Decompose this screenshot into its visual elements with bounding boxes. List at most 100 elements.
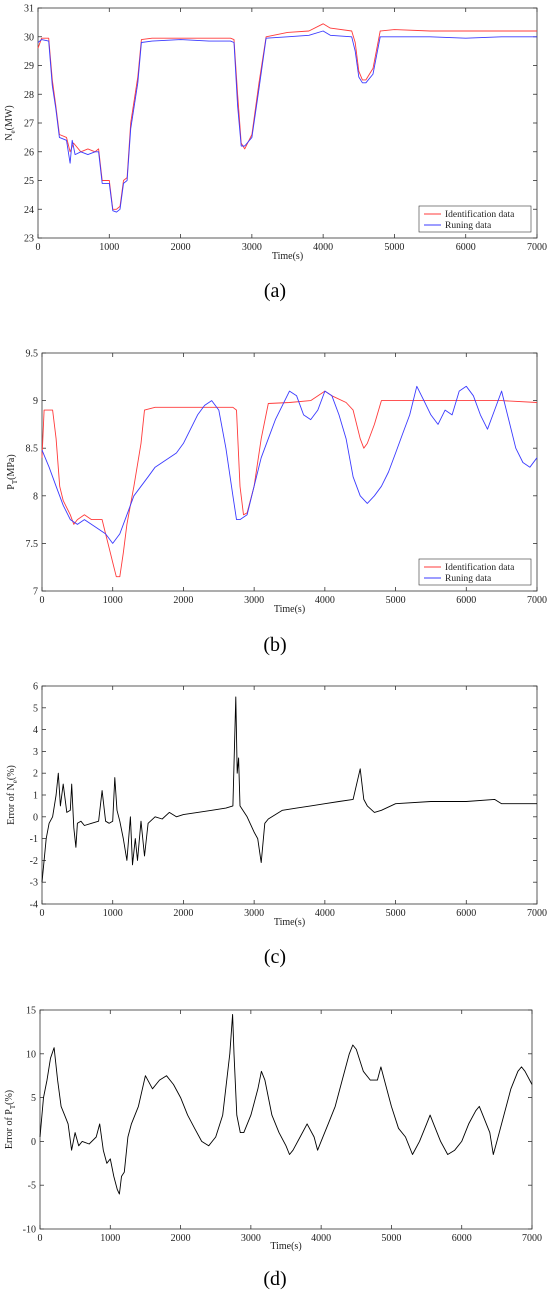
legend-label: Runing data — [445, 574, 492, 584]
plot-area — [37, 7, 538, 239]
y-tick-label: 8.5 — [26, 444, 39, 455]
panel-a: 0 1000 2000 3000 4000 5000 6000 7000 23 24 25 26 27 2… — [0, 0, 550, 310]
chart-b: 0 1000 2000 3000 4000 5000 6000 7000 7 7.5 8 8.5 9 9.… — [6, 349, 547, 616]
y-axis-label-sub: e — [11, 780, 19, 783]
y-tick-label: 5 — [33, 703, 38, 714]
legend-box — [418, 558, 532, 586]
y-tick-label: 0 — [31, 1137, 36, 1148]
y-axis-label-main: Error of N — [6, 783, 17, 825]
y-tick-label: 6 — [33, 682, 38, 693]
y-axis-label: Ne(MW) — [4, 105, 17, 140]
y-axis-label-unit: (MPa) — [6, 454, 17, 480]
y-tick-label: 10 — [26, 1049, 36, 1060]
x-axis-label: Time(s) — [270, 1241, 301, 1252]
plot-area — [39, 1009, 533, 1230]
y-axis-label-sub: e — [9, 130, 17, 133]
y-tick-label: -3 — [30, 878, 38, 889]
legend-label: Identification data — [445, 209, 515, 220]
x-tick-label: 7000 — [527, 595, 547, 606]
x-tick-label: 7000 — [522, 1233, 542, 1244]
x-tick-label: 5000 — [381, 1233, 401, 1244]
y-tick-label: 4 — [33, 725, 38, 736]
x-tick-label: 1000 — [103, 595, 123, 606]
x-tick-label: 6000 — [456, 595, 476, 606]
panel-b: 0 1000 2000 3000 4000 5000 6000 7000 7 7.5 8 8.5 9 9.… — [0, 340, 550, 660]
x-tick-label: 0 — [36, 242, 41, 253]
y-tick-label: 28 — [24, 90, 34, 101]
x-tick-label: 4000 — [315, 595, 335, 606]
series-line-1 — [41, 390, 538, 578]
series-line-1 — [39, 1013, 533, 1195]
legend-label: Runing data — [445, 221, 492, 231]
x-tick-label: 6000 — [452, 1233, 472, 1244]
x-axis-label: Time(s) — [274, 604, 305, 615]
x-tick-label: 1000 — [99, 242, 119, 253]
y-tick-label: -10 — [23, 1225, 36, 1236]
y-tick-label: 30 — [24, 32, 34, 43]
y-tick-label: 7.5 — [26, 539, 39, 550]
y-tick-label: 1 — [33, 791, 38, 802]
y-tick-label: 9 — [33, 396, 38, 407]
x-tick-label: 3000 — [244, 908, 264, 919]
y-axis-label-main: N — [4, 133, 15, 140]
y-tick-label: 23 — [24, 234, 34, 245]
y-tick-label: 8 — [33, 491, 38, 502]
x-tick-label: 0 — [38, 1233, 43, 1244]
x-tick-label: 0 — [40, 595, 45, 606]
y-tick-label: -4 — [30, 900, 38, 911]
x-tick-label: 7000 — [527, 242, 547, 253]
x-axis-label: Time(s) — [272, 251, 303, 262]
y-tick-label: 26 — [24, 147, 34, 158]
caption-c: (c) — [263, 946, 287, 968]
y-tick-label: 24 — [24, 205, 34, 216]
y-axis-label-main: P — [6, 484, 17, 490]
y-axis-label-unit: (MW) — [4, 105, 15, 130]
x-tick-label: 1000 — [100, 1233, 120, 1244]
caption-d: (d) — [263, 1268, 287, 1290]
legend-label: Identification data — [445, 562, 515, 573]
x-tick-label: 2000 — [171, 1233, 191, 1244]
y-tick-label: -1 — [30, 834, 38, 845]
y-tick-label: 27 — [24, 119, 34, 130]
chart-c: 0 1000 2000 3000 4000 5000 6000 7000 -4 -3 -2 -1 0 1 2… — [6, 682, 547, 929]
panel-c: 0 1000 2000 3000 4000 5000 6000 7000 -4 -3 -2 -1 0 1 2… — [0, 678, 550, 1000]
x-tick-label: 1000 — [103, 908, 123, 919]
plot-area — [41, 352, 538, 592]
x-tick-label: 6000 — [456, 242, 476, 253]
y-axis-label: Error of Ne(%) — [6, 765, 19, 825]
y-axis-label-sub: T — [9, 1104, 17, 1109]
plot-area — [41, 685, 538, 905]
y-axis-label-main: Error of P — [4, 1109, 15, 1149]
y-axis-label-unit: (%) — [6, 765, 17, 780]
x-tick-label: 6000 — [456, 908, 476, 919]
y-axis-label-sub: T — [11, 479, 19, 484]
y-axis-label: PT(MPa) — [6, 454, 19, 489]
panel-d: 0 1000 2000 3000 4000 5000 6000 7000 -10 -5 0 5 10 15… — [0, 1002, 550, 1299]
y-tick-label: 31 — [24, 4, 34, 15]
x-tick-label: 5000 — [386, 908, 406, 919]
series-line-2 — [41, 385, 538, 544]
x-tick-label: 5000 — [386, 595, 406, 606]
x-tick-label: 3000 — [242, 242, 262, 253]
series-line-1 — [37, 23, 537, 210]
x-tick-label: 4000 — [311, 1233, 331, 1244]
x-tick-label: 4000 — [313, 242, 333, 253]
x-tick-label: 7000 — [527, 908, 547, 919]
x-tick-label: 2000 — [171, 242, 191, 253]
x-tick-label: 3000 — [244, 595, 264, 606]
x-tick-label: 5000 — [384, 242, 404, 253]
x-tick-label: 2000 — [173, 908, 193, 919]
y-tick-label: -2 — [30, 856, 38, 867]
y-tick-label: 9.5 — [26, 349, 39, 360]
caption-b: (b) — [263, 634, 287, 656]
y-tick-label: 29 — [24, 61, 34, 72]
chart-a: 0 1000 2000 3000 4000 5000 6000 7000 23 24 25 26 27 2… — [4, 4, 547, 263]
x-tick-label: 0 — [40, 908, 45, 919]
y-tick-label: 15 — [26, 1006, 36, 1017]
x-axis-label: Time(s) — [274, 917, 305, 928]
x-tick-label: 2000 — [173, 595, 193, 606]
series-line-1 — [41, 696, 537, 883]
series-line-2 — [37, 30, 537, 213]
y-tick-label: 25 — [24, 176, 34, 187]
